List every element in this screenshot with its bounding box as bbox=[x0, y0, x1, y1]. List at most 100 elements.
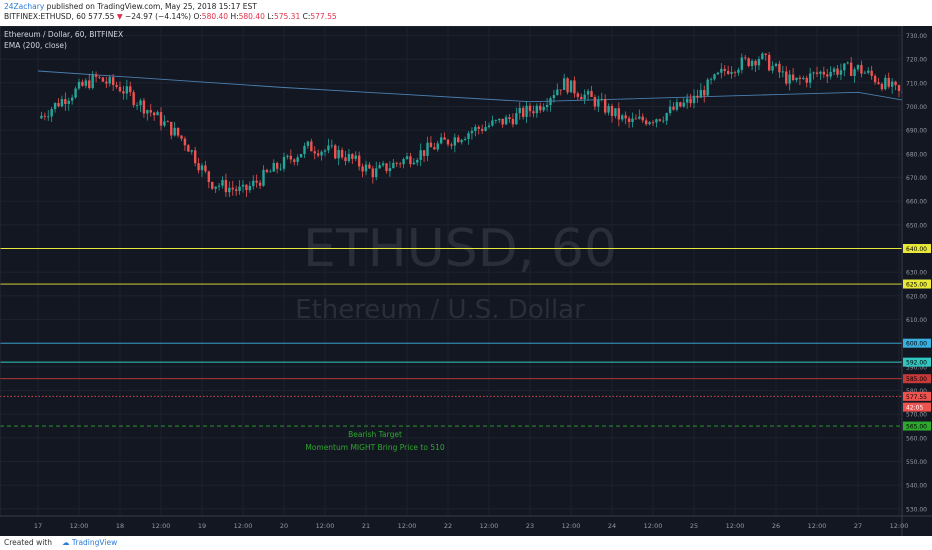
time-tick-label[interactable]: 12:00 bbox=[890, 522, 909, 530]
candle-body bbox=[412, 162, 416, 165]
time-tick-label[interactable]: 20 bbox=[280, 522, 288, 530]
candle-body bbox=[422, 150, 426, 156]
candle-body bbox=[709, 79, 713, 81]
candle-body bbox=[77, 81, 81, 89]
time-tick-label[interactable]: 12:00 bbox=[316, 522, 335, 530]
time-tick-label[interactable]: 12:00 bbox=[480, 522, 499, 530]
candle-body bbox=[870, 70, 873, 76]
chart-area[interactable]: ETHUSD, 60 Ethereum / U.S. Dollar 530.00… bbox=[0, 25, 932, 536]
candle-body bbox=[856, 64, 860, 70]
candle-body bbox=[275, 162, 279, 169]
candle-body bbox=[265, 169, 269, 172]
time-tick-label[interactable]: 12:00 bbox=[562, 522, 581, 530]
ema-line bbox=[37, 70, 932, 106]
time-tick-label[interactable]: 24 bbox=[608, 522, 616, 530]
candle-body bbox=[419, 150, 422, 160]
time-tick-label[interactable]: 18 bbox=[116, 522, 124, 530]
candle-body bbox=[597, 99, 600, 107]
time-tick-label[interactable]: 12:00 bbox=[152, 522, 171, 530]
price-tick-label: 530.00 bbox=[906, 506, 927, 513]
candle-body bbox=[757, 59, 761, 66]
time-tick-label[interactable]: 22 bbox=[444, 522, 452, 530]
candle-body bbox=[887, 77, 890, 87]
candle-body bbox=[115, 84, 118, 87]
candle-body bbox=[460, 139, 463, 143]
tradingview-cloud-icon: ☁ bbox=[62, 538, 70, 547]
candle-body bbox=[163, 121, 166, 126]
candle-body bbox=[347, 154, 351, 162]
candle-body bbox=[480, 128, 484, 131]
candle-body bbox=[139, 100, 142, 106]
candle-body bbox=[778, 63, 781, 73]
time-tick-label[interactable]: 12:00 bbox=[70, 522, 89, 530]
candle-body bbox=[129, 86, 132, 93]
price-tick-label: 550.00 bbox=[906, 459, 927, 466]
candle-body bbox=[340, 150, 344, 158]
time-tick-label[interactable]: 12:00 bbox=[726, 522, 745, 530]
time-tick-label[interactable]: 25 bbox=[690, 522, 698, 530]
candle-body bbox=[149, 110, 152, 113]
candle-body bbox=[101, 77, 105, 82]
time-tick-label[interactable]: 21 bbox=[362, 522, 370, 530]
price-tick-label: 730.00 bbox=[906, 33, 927, 40]
candle-body bbox=[84, 80, 88, 86]
candle-body bbox=[436, 143, 439, 150]
candle-body bbox=[320, 151, 323, 156]
time-tick-label[interactable]: 23 bbox=[526, 522, 534, 530]
candle-body bbox=[545, 104, 549, 108]
price-chart[interactable]: ETHUSD, 60 Ethereum / U.S. Dollar 530.00… bbox=[0, 25, 932, 536]
candle-body bbox=[221, 180, 224, 186]
author-link[interactable]: 24Zachary bbox=[4, 2, 45, 11]
candle-body bbox=[484, 126, 487, 131]
candle-body bbox=[573, 80, 576, 94]
candle-body bbox=[532, 111, 535, 114]
candle-body bbox=[395, 162, 398, 164]
low-label: L: bbox=[267, 12, 274, 21]
price-tag bbox=[903, 402, 931, 412]
candle-body bbox=[371, 168, 375, 178]
candle-body bbox=[733, 72, 737, 73]
candle-body bbox=[706, 79, 709, 96]
tradingview-logo[interactable]: ☁ TradingView bbox=[62, 538, 117, 547]
time-tick-label[interactable]: 26 bbox=[772, 522, 780, 530]
candle-body bbox=[40, 115, 43, 119]
candle-body bbox=[190, 150, 193, 152]
candle-body bbox=[638, 116, 641, 119]
candle-body bbox=[737, 69, 740, 73]
candle-body bbox=[716, 72, 720, 75]
candle-body bbox=[122, 91, 125, 94]
candle-body bbox=[94, 74, 98, 77]
candle-body bbox=[337, 150, 340, 159]
candle-body bbox=[433, 147, 436, 150]
candle-body bbox=[603, 99, 607, 113]
candle-body bbox=[330, 145, 334, 147]
candle-body bbox=[146, 110, 149, 114]
candle-body bbox=[535, 105, 539, 114]
time-tick-label[interactable]: 17 bbox=[34, 522, 42, 530]
time-tick-label[interactable]: 27 bbox=[854, 522, 862, 530]
candle-body bbox=[269, 171, 272, 173]
time-axis[interactable]: 17 12:00 18 12:00 19 12:00 20 12:00 21 12:00 22 12:… bbox=[34, 522, 909, 530]
candle-body bbox=[511, 118, 515, 125]
candle-body bbox=[767, 54, 771, 71]
candle-body bbox=[699, 90, 703, 98]
close-value: 577.55 bbox=[310, 12, 337, 21]
time-tick-label[interactable]: 12:00 bbox=[644, 522, 663, 530]
candle-body bbox=[293, 159, 296, 162]
candle-body bbox=[631, 118, 634, 123]
candle-body bbox=[774, 63, 778, 66]
candle-body bbox=[125, 86, 129, 94]
candle-body bbox=[105, 81, 108, 84]
time-tick-label[interactable]: 12:00 bbox=[234, 522, 253, 530]
watermark-name: Ethereum / U.S. Dollar bbox=[295, 295, 585, 325]
candle-body bbox=[166, 121, 170, 123]
candle-body bbox=[798, 77, 802, 79]
time-tick-label[interactable]: 19 bbox=[198, 522, 206, 530]
last-price: 577.55 bbox=[88, 12, 115, 21]
time-tick-label[interactable]: 12:00 bbox=[398, 522, 417, 530]
time-tick-label[interactable]: 12:00 bbox=[808, 522, 827, 530]
price-tag-label: 577.55 bbox=[906, 394, 927, 401]
candle-body bbox=[829, 71, 832, 77]
candle-body bbox=[173, 127, 176, 136]
candle-body bbox=[754, 60, 757, 66]
